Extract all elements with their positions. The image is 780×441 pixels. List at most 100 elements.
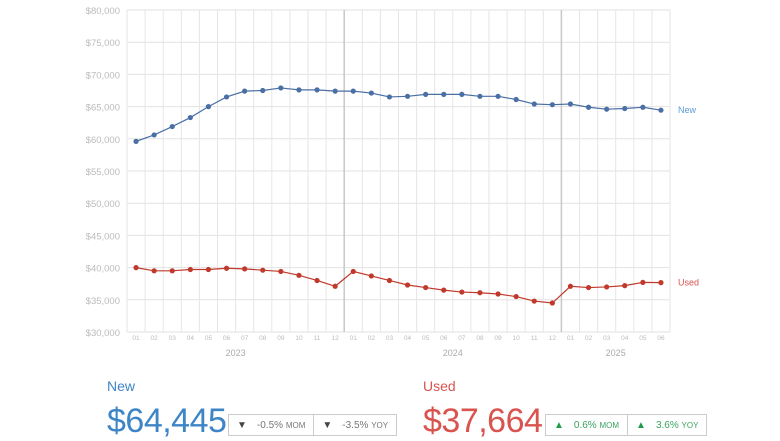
up-arrow-icon: ▲ xyxy=(636,419,646,431)
data-point-used xyxy=(278,268,284,275)
data-point-used xyxy=(640,279,646,286)
data-point-new xyxy=(585,104,592,110)
data-point-new xyxy=(386,94,393,100)
x-tick-label: 10 xyxy=(513,335,521,342)
x-tick-label: 05 xyxy=(639,335,647,342)
data-point-used xyxy=(423,284,429,291)
data-point-new xyxy=(187,114,193,121)
data-point-used xyxy=(187,266,193,273)
up-arrow-icon: ▲ xyxy=(554,419,564,431)
x-tick-label: 11 xyxy=(531,335,538,342)
data-point-new xyxy=(314,87,320,93)
data-point-new xyxy=(658,107,664,113)
data-point-new xyxy=(622,105,628,112)
down-arrow-icon: ▼ xyxy=(322,419,333,431)
data-point-used xyxy=(658,280,664,286)
data-point-used xyxy=(296,272,302,278)
used-change-badges: ▲ 0.6% MOM ▲ 3.6% YOY xyxy=(545,414,708,436)
data-point-new xyxy=(205,104,212,110)
data-point-new xyxy=(495,93,501,99)
x-tick-label: 06 xyxy=(440,335,448,342)
data-point-used xyxy=(314,277,320,284)
data-point-used xyxy=(441,287,447,293)
used-label: Used xyxy=(423,378,456,394)
y-tick-label: $50,000 xyxy=(86,199,120,210)
data-point-used xyxy=(604,284,610,290)
data-point-new xyxy=(296,87,302,93)
data-point-used xyxy=(223,265,230,271)
data-point-new xyxy=(549,102,555,108)
data-point-used xyxy=(513,293,519,300)
series-label-used: Used xyxy=(678,278,699,288)
x-tick-label: 01 xyxy=(567,335,575,342)
data-point-used xyxy=(133,265,139,271)
data-point-used xyxy=(368,273,374,279)
y-tick-label: $60,000 xyxy=(86,135,120,146)
y-tick-label: $65,000 xyxy=(86,103,120,114)
series-label-new: New xyxy=(678,105,697,115)
data-point-used xyxy=(205,266,212,273)
y-tick-label: $45,000 xyxy=(86,231,120,242)
data-point-used xyxy=(549,300,555,306)
used-mom-badge: ▲ 0.6% MOM xyxy=(554,419,620,431)
year-label: 2025 xyxy=(606,348,626,358)
x-tick-label: 07 xyxy=(458,335,466,342)
down-arrow-icon: ▼ xyxy=(237,419,247,431)
data-point-used xyxy=(169,268,175,274)
data-point-used xyxy=(531,298,537,304)
data-point-new xyxy=(640,104,646,110)
new-summary: New $64,445 ▼ -0.5% MOM ▼ -3.5% YOY xyxy=(107,378,398,440)
new-mom-badge: ▼ -0.5% MOM xyxy=(237,419,306,431)
x-tick-label: 10 xyxy=(295,335,303,342)
x-tick-label: 09 xyxy=(277,335,285,342)
x-tick-label: 01 xyxy=(132,335,140,342)
year-label: 2024 xyxy=(443,348,463,358)
x-tick-label: 03 xyxy=(169,335,177,342)
data-point-new xyxy=(441,91,447,97)
data-point-used xyxy=(260,267,266,273)
x-tick-label: 08 xyxy=(259,335,267,342)
data-point-new xyxy=(459,91,465,97)
x-tick-label: 09 xyxy=(494,335,502,342)
data-point-new xyxy=(223,94,230,100)
x-tick-label: 06 xyxy=(657,335,665,342)
data-point-used xyxy=(622,283,628,289)
y-tick-label: $40,000 xyxy=(86,264,120,275)
data-point-used xyxy=(495,291,501,297)
x-tick-label: 04 xyxy=(404,335,412,342)
used-yoy-badge: ▲ 3.6% YOY xyxy=(627,415,706,435)
data-point-used xyxy=(477,290,483,296)
x-tick-label: 03 xyxy=(386,335,394,342)
new-change-badges: ▼ -0.5% MOM ▼ -3.5% YOY xyxy=(228,414,398,436)
x-tick-label: 06 xyxy=(223,335,231,342)
x-tick-label: 11 xyxy=(314,335,321,342)
used-summary: Used $37,664 ▲ 0.6% MOM ▲ 3.6% YOY xyxy=(423,378,708,440)
data-point-used xyxy=(404,282,411,288)
x-tick-label: 03 xyxy=(603,335,611,342)
data-point-used xyxy=(567,283,574,289)
data-point-new xyxy=(278,85,284,91)
data-point-new xyxy=(169,123,175,130)
used-price: $37,664 xyxy=(423,402,543,440)
x-tick-label: 05 xyxy=(422,335,430,342)
new-price: $64,445 xyxy=(107,402,227,440)
data-point-used xyxy=(151,268,157,274)
data-point-new xyxy=(567,101,574,107)
x-tick-label: 04 xyxy=(621,335,629,342)
new-yoy-badge: ▼ -3.5% YOY xyxy=(313,415,396,435)
price-chart: $30,000 $35,000 $40,000 $45,000 $50,000 $55,0… xyxy=(86,6,699,358)
x-tick-label: 12 xyxy=(549,335,557,342)
data-point-new xyxy=(423,91,429,97)
y-tick-label: $55,000 xyxy=(86,167,120,178)
x-tick-label: 02 xyxy=(368,335,376,342)
x-tick-label: 12 xyxy=(332,335,340,342)
year-label: 2023 xyxy=(226,348,246,358)
x-tick-label: 05 xyxy=(205,335,213,342)
data-point-new xyxy=(404,93,411,99)
data-point-new xyxy=(350,88,356,94)
data-point-used xyxy=(332,283,338,289)
x-tick-label: 04 xyxy=(187,335,195,342)
data-point-new xyxy=(332,88,338,94)
data-point-new xyxy=(133,138,139,144)
x-tick-label: 02 xyxy=(585,335,593,342)
